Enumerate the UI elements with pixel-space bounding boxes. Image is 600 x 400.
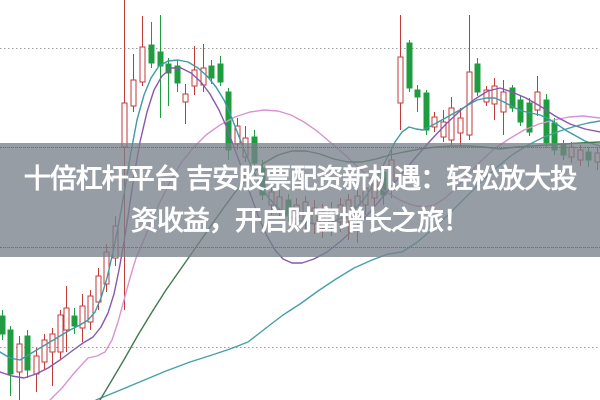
- candle-up: [139, 46, 146, 83]
- candle-down: [526, 102, 533, 133]
- candle-down: [414, 89, 421, 98]
- candle-down: [71, 315, 78, 327]
- candle-up: [79, 305, 86, 329]
- headline-overlay-band: 十倍杠杆平台 吉安股票配资新机遇：轻松放大投 资收益，开启财富增长之旅！: [0, 143, 600, 257]
- candle-down: [423, 92, 430, 131]
- gridline-dotted: [0, 247, 600, 248]
- candle-down: [174, 65, 181, 84]
- headline-text: 十倍杠杆平台 吉安股票配资新机遇：轻松放大投 资收益，开启财富增长之旅！: [0, 143, 600, 257]
- candle-up: [87, 295, 94, 323]
- headline-line-2: 资收益，开启财富增长之旅！: [131, 206, 470, 236]
- candle-up: [63, 307, 70, 331]
- candle-down: [509, 87, 516, 109]
- headline-line-1: 十倍杠杆平台 吉安股票配资新机遇：轻松放大投: [23, 164, 578, 194]
- candle-up: [57, 314, 64, 353]
- candle-down: [406, 42, 413, 89]
- candle-up: [448, 107, 455, 141]
- candle-up: [483, 89, 490, 103]
- candle-down: [7, 329, 14, 375]
- candle-up: [534, 91, 541, 111]
- candle-down: [157, 51, 164, 67]
- candle-up: [49, 333, 56, 353]
- candle-down: [208, 65, 215, 79]
- candle-down: [24, 335, 31, 371]
- candle-up: [397, 56, 404, 104]
- candle-down: [474, 63, 481, 93]
- candle-up: [121, 102, 128, 148]
- candle-down: [217, 63, 224, 83]
- candle-up: [33, 355, 40, 375]
- candle-up: [16, 343, 23, 373]
- candle-up: [457, 117, 464, 134]
- gridline-dotted: [0, 147, 600, 148]
- candle-up: [41, 339, 48, 363]
- candle-down: [0, 315, 6, 335]
- candle-up: [130, 79, 137, 107]
- candle-down: [148, 44, 155, 64]
- candle-up: [491, 85, 498, 105]
- candle-up: [95, 275, 102, 303]
- candle-up: [182, 93, 189, 103]
